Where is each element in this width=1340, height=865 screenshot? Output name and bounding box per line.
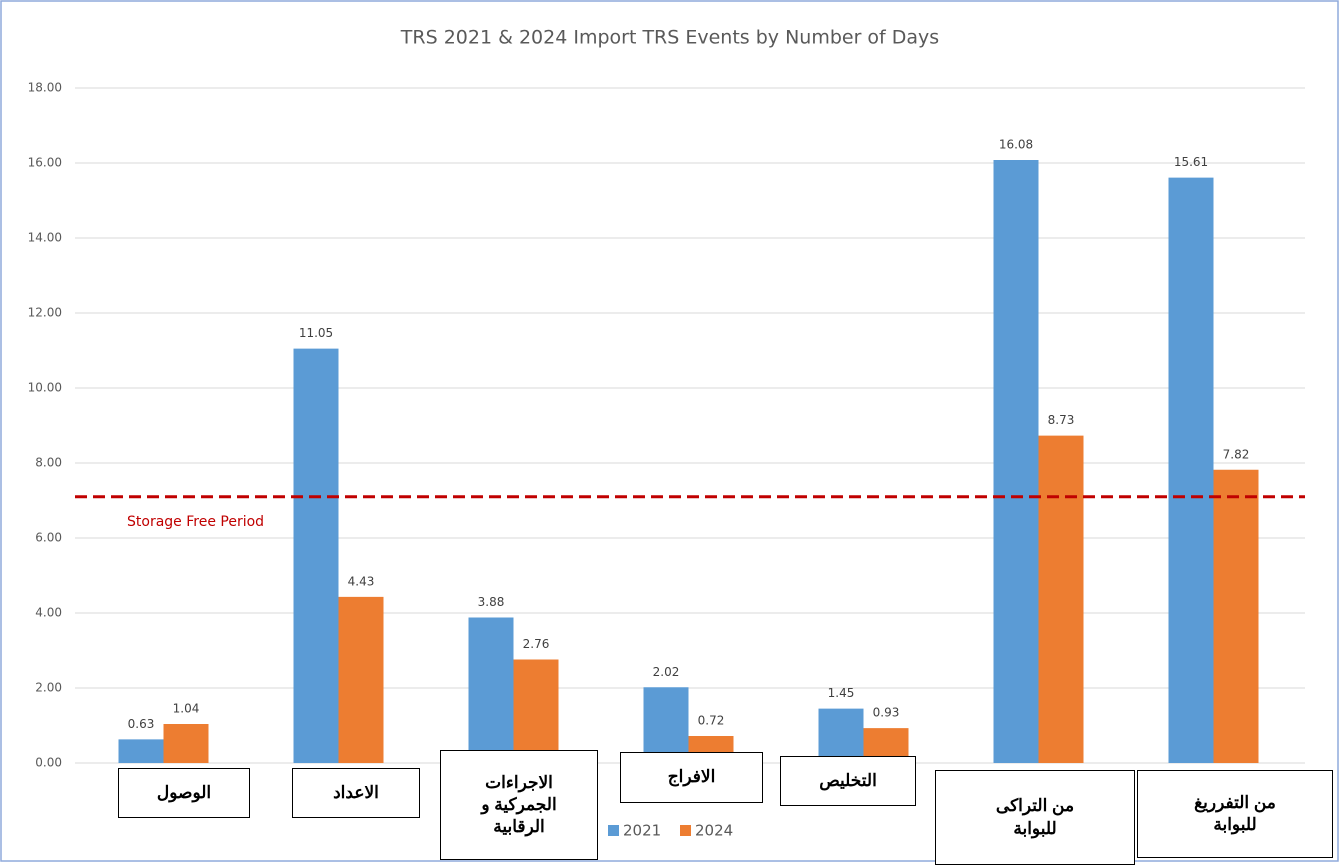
- bar: [338, 596, 384, 763]
- bar: [643, 687, 689, 763]
- y-tick-label: 4.00: [35, 606, 62, 620]
- bar: [1168, 177, 1214, 763]
- x-tick-label: الوصول: [118, 768, 250, 818]
- legend-swatch: [680, 825, 691, 836]
- data-label: 7.82: [1223, 447, 1250, 461]
- y-tick-label: 2.00: [35, 681, 62, 695]
- data-label: 16.08: [999, 138, 1033, 152]
- y-tick-label: 14.00: [28, 231, 62, 245]
- y-tick-label: 6.00: [35, 531, 62, 545]
- data-label: 1.45: [828, 686, 855, 700]
- data-label: 0.72: [698, 714, 725, 728]
- legend-swatch: [608, 825, 619, 836]
- bar: [818, 708, 864, 763]
- x-tick-label: الافراج: [620, 752, 763, 803]
- data-label: 15.61: [1174, 155, 1208, 169]
- x-tick-label: الاجراءات الجمركية و الرقابية: [440, 750, 598, 860]
- chart-title: TRS 2021 & 2024 Import TRS Events by Num…: [400, 27, 939, 49]
- bar: [1213, 469, 1259, 763]
- x-tick-label: من التراكى للبوابة: [935, 770, 1135, 865]
- bar: [1038, 435, 1084, 763]
- data-label: 11.05: [299, 326, 333, 340]
- bar: [293, 348, 339, 763]
- x-tick-label: من التفرريغ للبوابة: [1137, 770, 1333, 858]
- reference-label: Storage Free Period: [127, 514, 264, 530]
- y-tick-label: 10.00: [28, 381, 62, 395]
- bar: [513, 659, 559, 763]
- data-label: 2.76: [523, 637, 550, 651]
- x-tick-label: الاعداد: [292, 768, 420, 818]
- x-tick-label: التخليص: [780, 756, 916, 806]
- bar: [468, 617, 514, 763]
- bar: [993, 160, 1039, 763]
- y-tick-label: 0.00: [35, 756, 62, 770]
- legend-label: 2021: [623, 822, 661, 840]
- data-label: 2.02: [653, 665, 680, 679]
- data-label: 3.88: [478, 595, 505, 609]
- y-tick-label: 18.00: [28, 81, 62, 95]
- y-tick-label: 12.00: [28, 306, 62, 320]
- data-label: 4.43: [348, 574, 375, 588]
- data-label: 0.93: [873, 706, 900, 720]
- y-tick-label: 8.00: [35, 456, 62, 470]
- bar: [118, 739, 164, 763]
- legend-label: 2024: [695, 822, 733, 840]
- data-label: 1.04: [173, 702, 200, 716]
- bar: [163, 724, 209, 763]
- data-label: 0.63: [128, 717, 155, 731]
- y-tick-label: 16.00: [28, 156, 62, 170]
- data-label: 8.73: [1048, 413, 1075, 427]
